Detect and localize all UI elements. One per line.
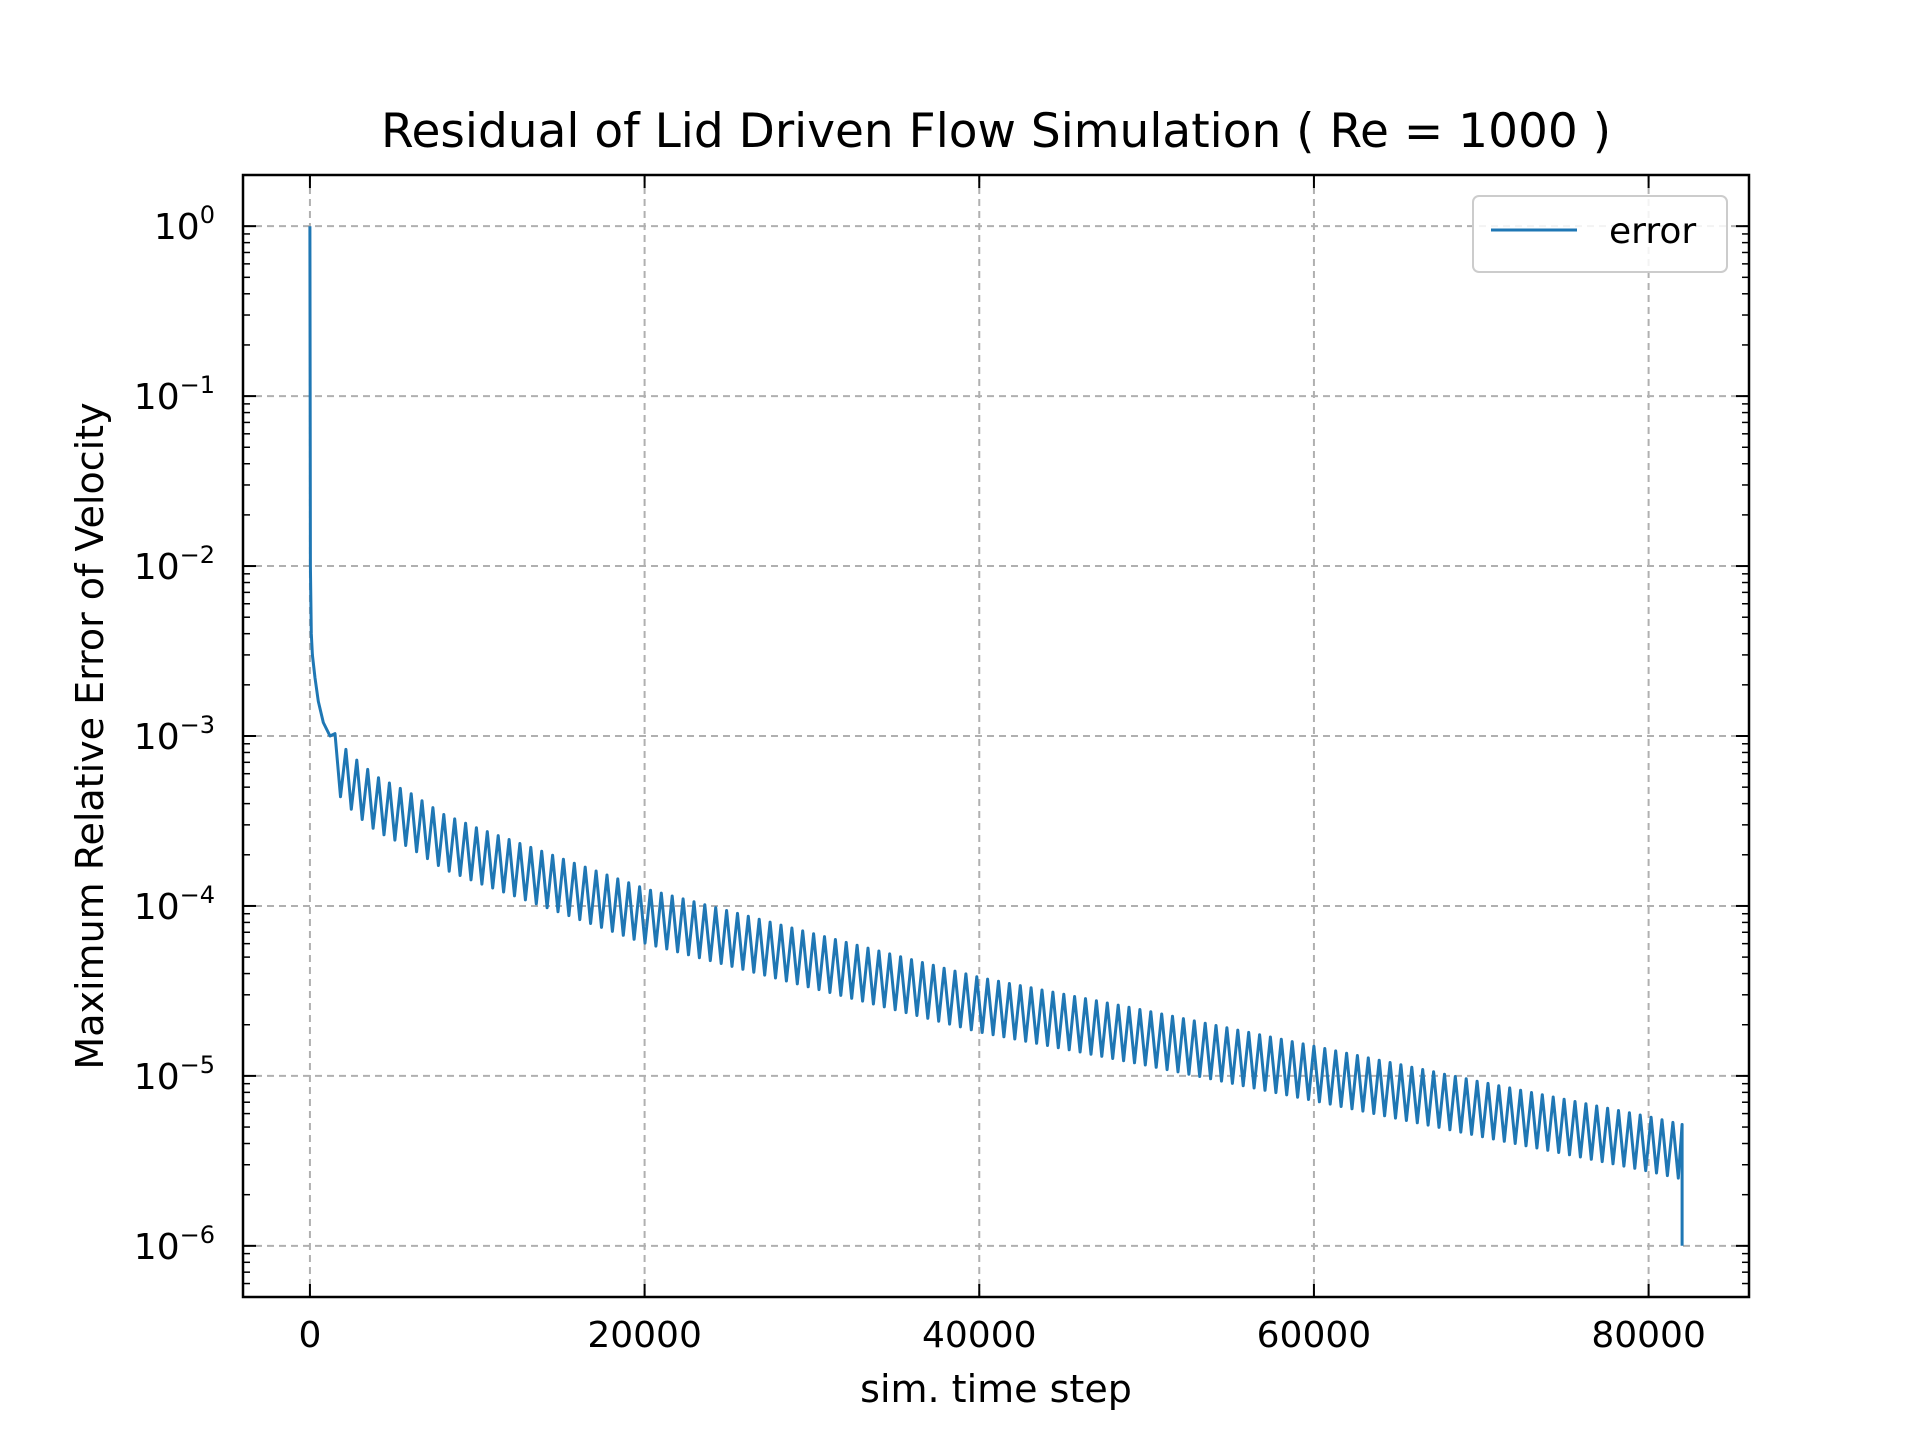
x-tick-label: 40000 [922, 1315, 1037, 1356]
x-tick-label: 0 [298, 1315, 321, 1356]
x-tick-label: 60000 [1257, 1315, 1372, 1356]
x-tick-labels: 0 20000 40000 60000 80000 [298, 1315, 1705, 1356]
legend-label-error: error [1609, 211, 1696, 252]
x-axis-title: sim. time step [860, 1367, 1132, 1411]
legend-box [1472, 195, 1728, 273]
legend: error [1472, 195, 1728, 273]
plot-area [308, 226, 1684, 1246]
y-axis-title: Maximum Relative Error of Velocity [68, 402, 112, 1069]
chart-title: Residual of Lid Driven Flow Simulation (… [381, 104, 1611, 159]
x-tick-label: 80000 [1591, 1315, 1706, 1356]
plot-frame [241, 173, 1751, 1299]
x-tick-label: 20000 [587, 1315, 702, 1356]
error-series-line [308, 226, 1684, 1246]
